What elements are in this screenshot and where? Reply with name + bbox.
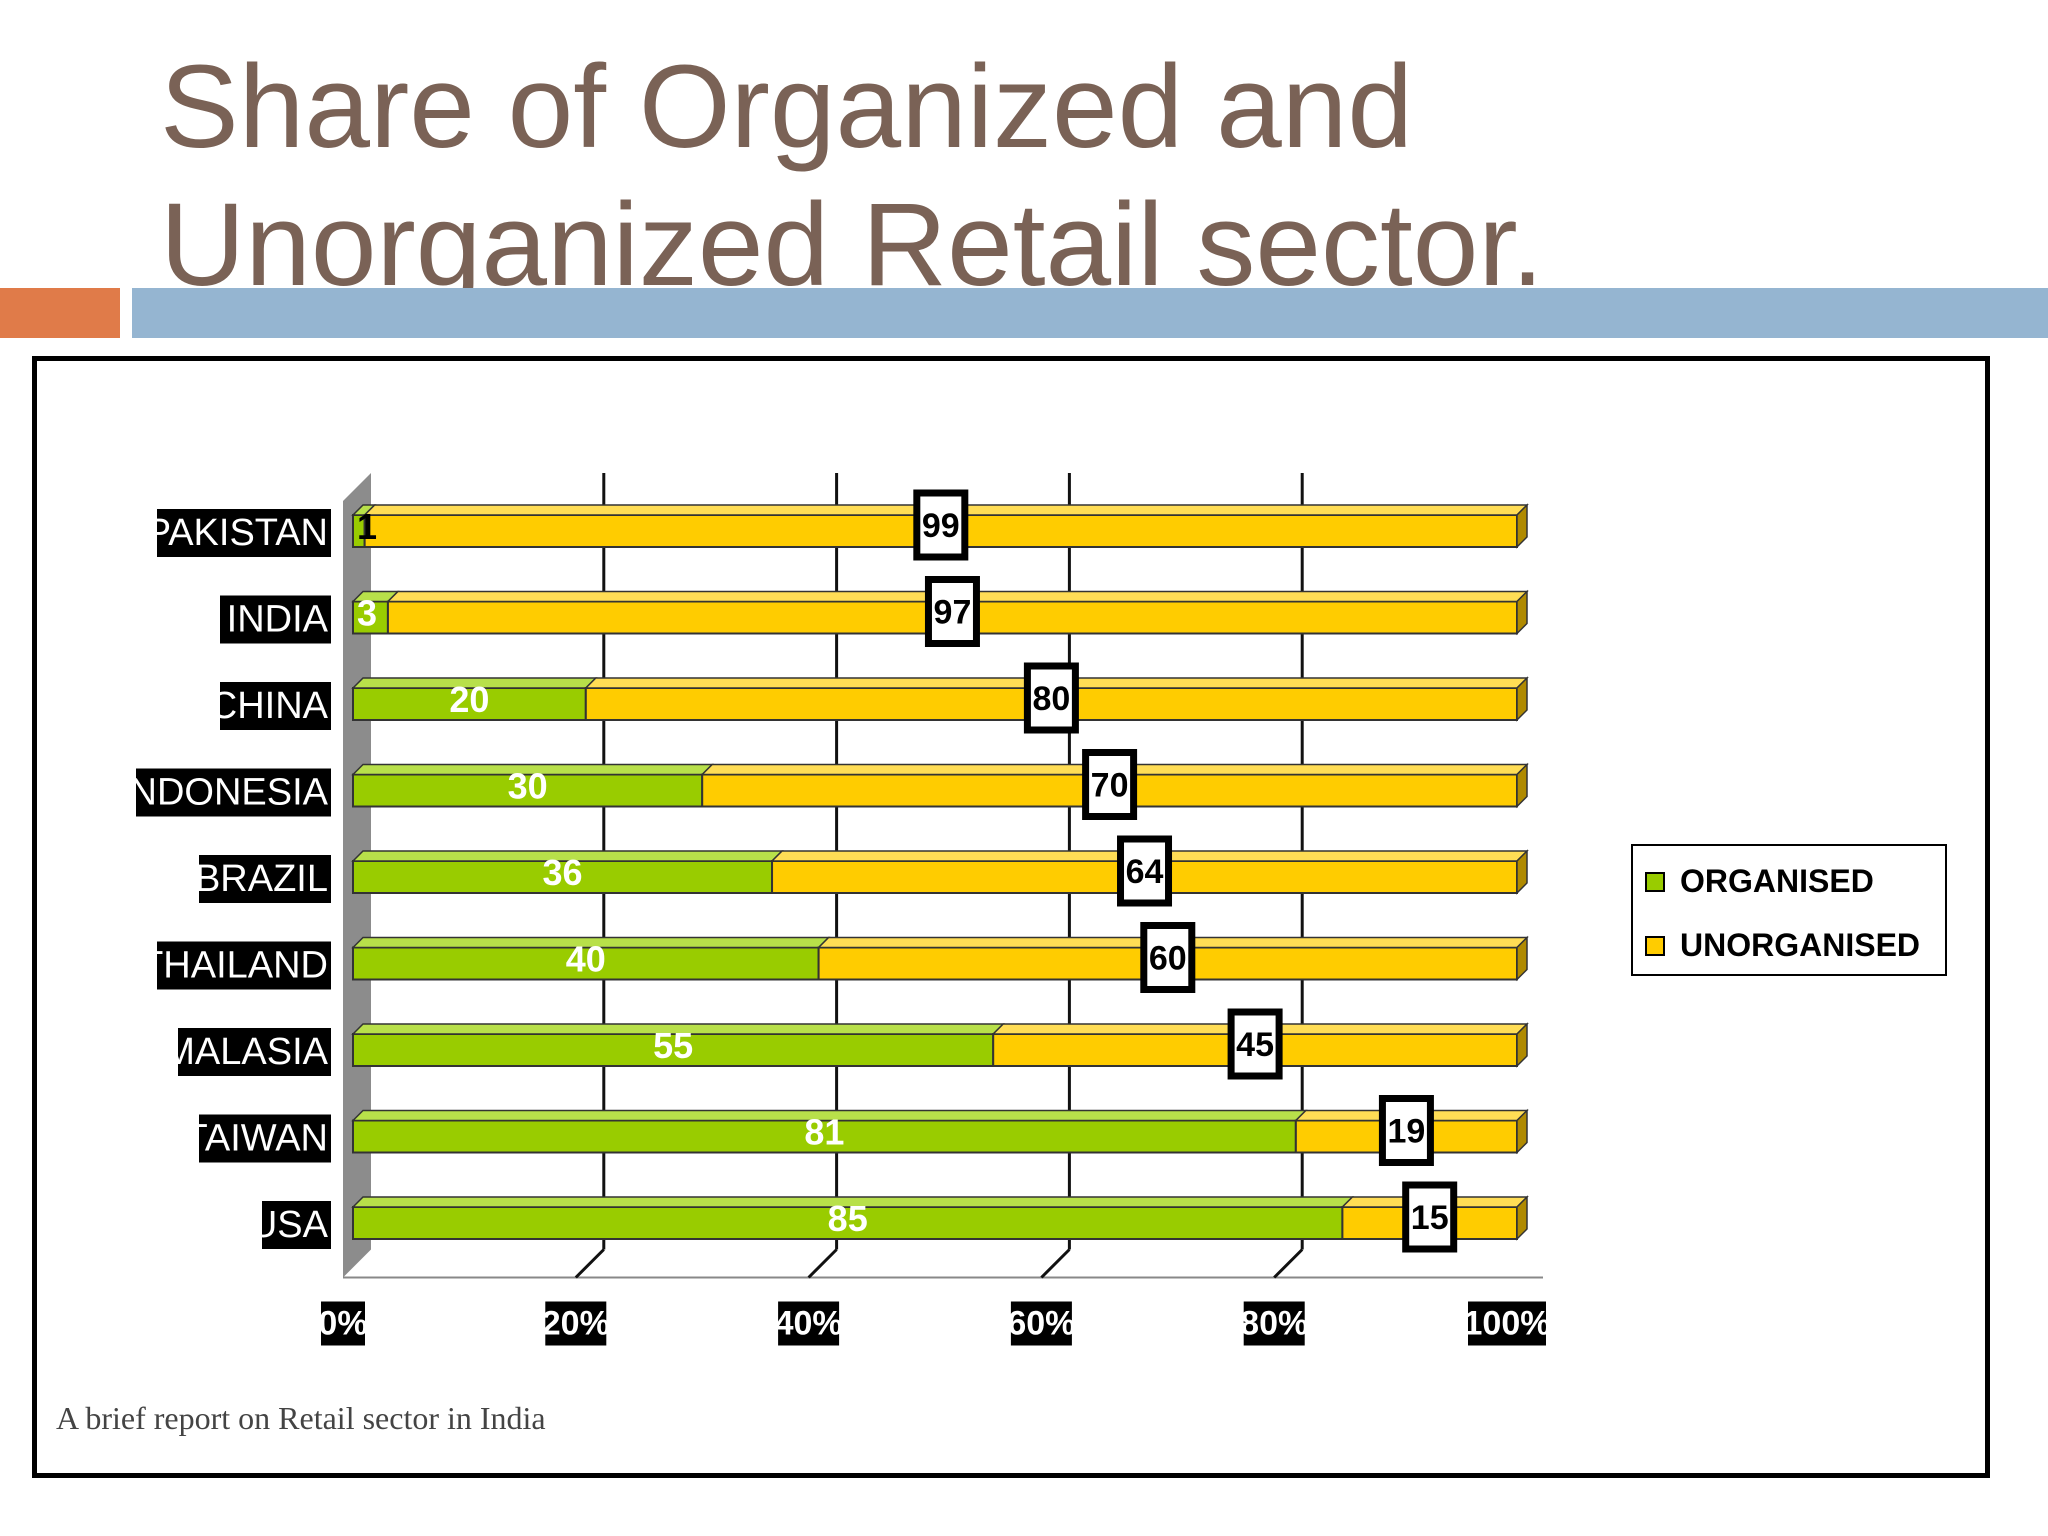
value-label-unorganised: 45 bbox=[1236, 1026, 1274, 1064]
x-tick-label: 20% bbox=[542, 1305, 610, 1343]
category-label: THAILAND bbox=[140, 945, 328, 987]
bar-end-side bbox=[1516, 762, 1528, 809]
slide-title: Share of Organized and Unorganized Retai… bbox=[160, 38, 1544, 314]
bar-end-side bbox=[1516, 1022, 1528, 1068]
value-label-box-unorganised bbox=[1227, 1008, 1283, 1080]
bar-organised bbox=[352, 1119, 1297, 1154]
gridline-foot bbox=[574, 1248, 605, 1279]
category-label: TAIWAN bbox=[184, 1118, 328, 1160]
value-label-box-unorganised bbox=[1082, 749, 1138, 820]
x-tick-label: 60% bbox=[1007, 1305, 1075, 1343]
category-label: USA bbox=[250, 1204, 329, 1246]
category-label: MALASIA bbox=[163, 1031, 328, 1073]
category-label: CHINA bbox=[210, 685, 329, 727]
source-note: A brief report on Retail sector in India bbox=[56, 1400, 546, 1436]
value-label-organised: 1 bbox=[357, 506, 377, 547]
x-tick-label: 80% bbox=[1240, 1305, 1308, 1343]
x-tick-label-bg bbox=[1010, 1301, 1072, 1346]
accent-bar-blue bbox=[132, 288, 2048, 338]
category-label-bg bbox=[136, 768, 331, 817]
bar-end-side bbox=[1516, 935, 1528, 982]
value-label-box-unorganised bbox=[1140, 922, 1196, 993]
x-tick-label-bg bbox=[545, 1301, 607, 1346]
bar-organised bbox=[352, 946, 820, 981]
category-label: BRAZIL bbox=[195, 858, 328, 900]
bar-end-side bbox=[1516, 1108, 1528, 1155]
gridline-foot bbox=[807, 1248, 838, 1279]
title-line-1: Share of Organized and bbox=[160, 41, 1413, 173]
category-label-bg bbox=[178, 1028, 331, 1076]
value-label-organised: 40 bbox=[566, 939, 606, 980]
value-label-box-unorganised bbox=[1117, 835, 1173, 907]
bar-organised bbox=[352, 1206, 1344, 1240]
category-label-bg bbox=[262, 1201, 331, 1249]
x-tick-label-bg bbox=[778, 1301, 840, 1346]
gridline-foot bbox=[1273, 1248, 1304, 1279]
value-label-unorganised: 70 bbox=[1091, 767, 1129, 805]
bar-end-side bbox=[1516, 676, 1528, 722]
value-label-unorganised: 60 bbox=[1149, 940, 1187, 978]
bar-organised bbox=[352, 600, 389, 635]
value-label-box-unorganised bbox=[1402, 1181, 1458, 1253]
value-label-box-unorganised bbox=[1378, 1095, 1434, 1166]
value-label-organised: 85 bbox=[828, 1198, 868, 1239]
bar-end-side bbox=[1516, 503, 1528, 549]
bar-end-side bbox=[1516, 589, 1528, 636]
value-label-unorganised: 97 bbox=[934, 594, 972, 632]
value-label-unorganised: 15 bbox=[1411, 1199, 1449, 1237]
category-label-bg bbox=[157, 509, 331, 557]
value-label-unorganised: 80 bbox=[1032, 680, 1070, 718]
value-label-organised: 20 bbox=[449, 679, 489, 720]
stacked-bar-chart: 0% 20% 40% 60% 80% 100% PAKISTAN 1 99 INDIA 3 97 CHI… bbox=[119, 473, 1947, 1346]
value-label-organised: 81 bbox=[804, 1112, 844, 1153]
bar-end-side bbox=[1516, 1195, 1528, 1241]
category-label: INDIA bbox=[227, 599, 329, 641]
category-label: INDONESIA bbox=[119, 772, 329, 814]
bar-end-side bbox=[1516, 849, 1528, 895]
x-tick-label: 100% bbox=[1464, 1305, 1551, 1343]
value-label-organised: 30 bbox=[508, 766, 548, 807]
value-label-unorganised: 99 bbox=[922, 507, 960, 545]
x-tick-label: 40% bbox=[775, 1305, 843, 1343]
legend-label: ORGANISED bbox=[1680, 863, 1874, 899]
value-label-box-unorganised bbox=[913, 489, 969, 561]
x-tick-label-bg bbox=[1468, 1301, 1546, 1346]
legend-label: UNORGANISED bbox=[1680, 927, 1920, 963]
accent-bar-orange bbox=[0, 288, 120, 338]
category-label: PAKISTAN bbox=[146, 512, 328, 554]
category-label-bg bbox=[220, 682, 331, 730]
category-label-bg bbox=[199, 1114, 331, 1163]
value-label-box-unorganised bbox=[924, 576, 980, 647]
chart-frame: 0% 20% 40% 60% 80% 100% PAKISTAN 1 99 INDIA 3 97 CHI… bbox=[32, 356, 1990, 1478]
value-label-organised: 36 bbox=[542, 852, 582, 893]
category-label-bg bbox=[199, 855, 331, 903]
gridline-foot bbox=[1040, 1248, 1071, 1279]
legend-box bbox=[1631, 844, 1947, 976]
category-label-bg bbox=[220, 595, 331, 644]
value-label-box-unorganised bbox=[1023, 662, 1079, 734]
value-label-unorganised: 64 bbox=[1126, 853, 1164, 891]
legend-swatch bbox=[1645, 872, 1665, 892]
category-label-bg bbox=[157, 941, 331, 990]
legend-swatch bbox=[1645, 936, 1665, 956]
value-label-unorganised: 19 bbox=[1388, 1113, 1426, 1151]
value-label-organised: 55 bbox=[653, 1025, 693, 1066]
x-tick-label: 0% bbox=[318, 1305, 367, 1343]
value-label-organised: 3 bbox=[357, 593, 377, 634]
x-tick-label-bg bbox=[1243, 1301, 1305, 1346]
x-tick-label-bg bbox=[321, 1301, 365, 1346]
